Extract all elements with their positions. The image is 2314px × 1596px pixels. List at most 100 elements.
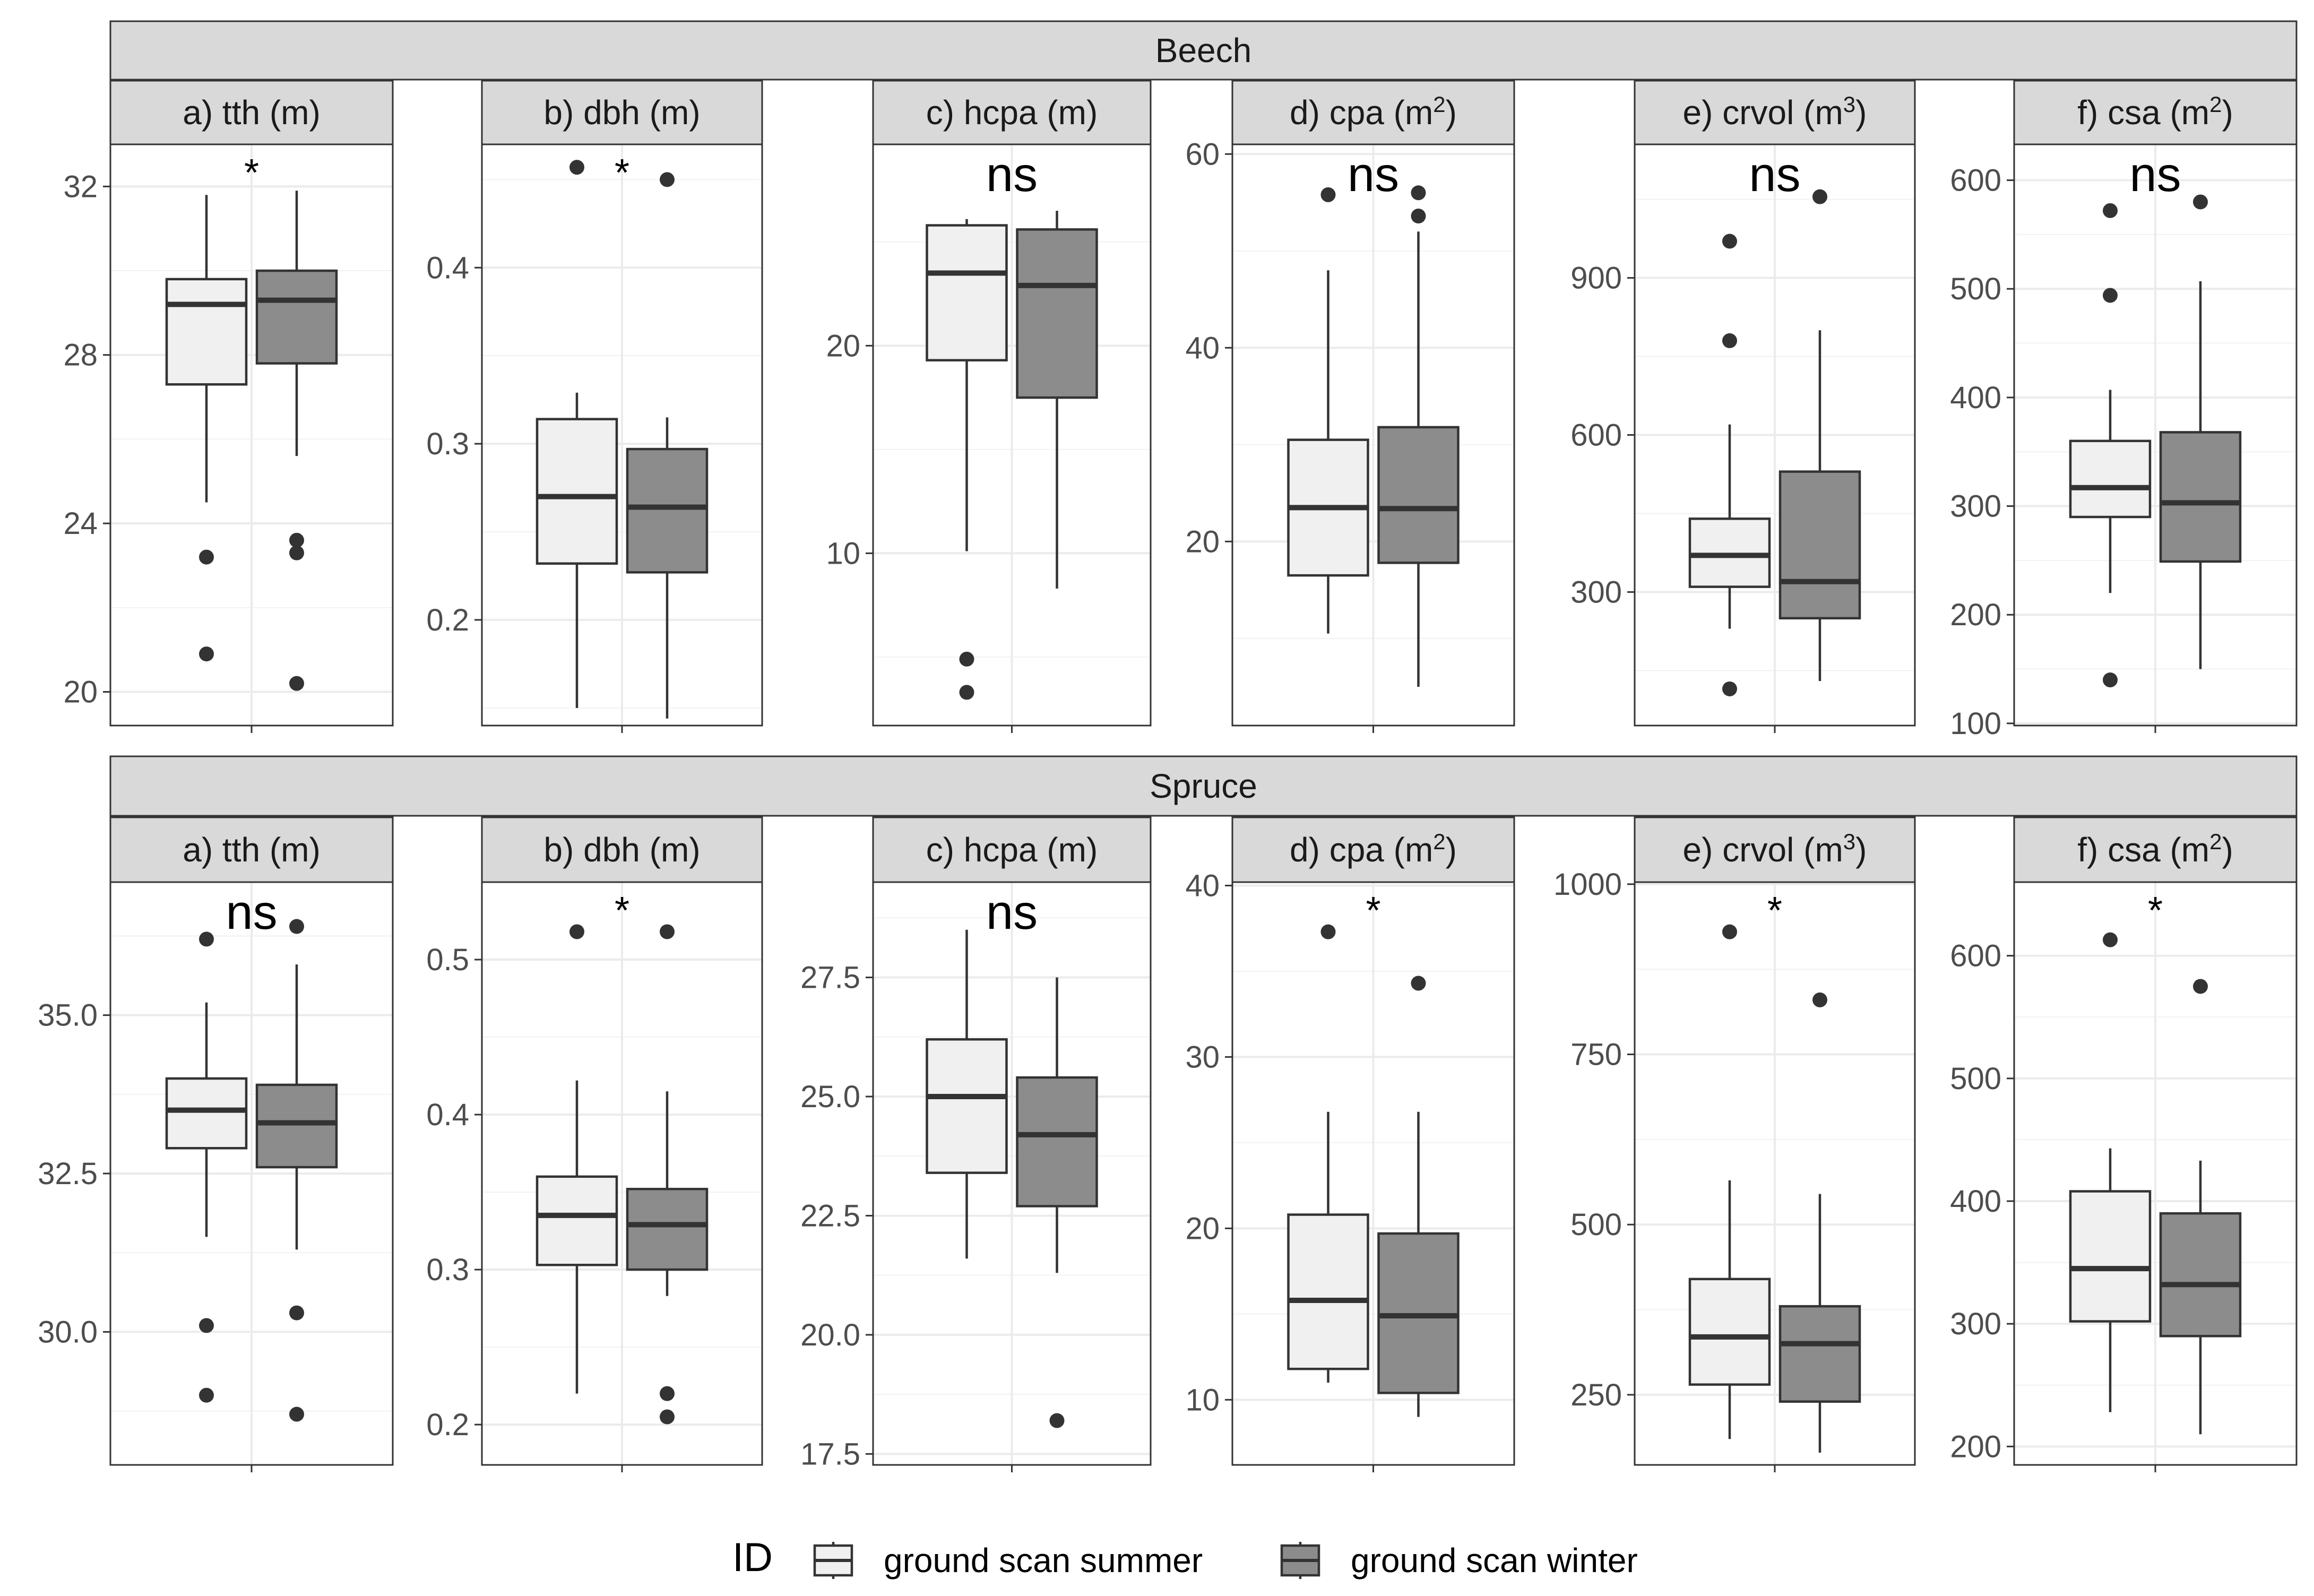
box-winter: [1377, 976, 1460, 1417]
outlier-point: [289, 919, 304, 934]
box-iqr: [1688, 1278, 1771, 1386]
facet-strip-label: a) tth (m): [183, 93, 321, 132]
y-tick-label: 0.4: [426, 251, 469, 285]
outlier-point: [959, 685, 974, 700]
panel-1-2: c) hcpa (m) 17.5 20.0 22.5 25.0 27.5 ns: [800, 816, 1152, 1472]
box-iqr: [2069, 439, 2152, 519]
facet-strip-label: c) hcpa (m): [926, 831, 1098, 869]
outlier-point: [660, 924, 675, 939]
outlier-point: [569, 160, 584, 175]
box-iqr: [536, 418, 618, 565]
box-iqr: [255, 1083, 338, 1169]
panel-border: [2013, 143, 2298, 727]
outlier-point: [660, 172, 675, 187]
panel-border: [481, 143, 763, 727]
y-tick-label: 400: [1950, 381, 2001, 415]
y-tick-label: 600: [1950, 163, 2001, 198]
y-tick-label: 300: [1950, 1307, 2001, 1341]
outlier-point: [199, 931, 214, 947]
facet-strip-label: b) dbh (m): [543, 831, 700, 869]
y-tick-label: 0.3: [426, 427, 469, 461]
facet-strip: [481, 80, 763, 145]
outlier-point: [289, 1407, 304, 1422]
y-tick-label: 0.3: [426, 1253, 469, 1287]
outlier-point: [2103, 288, 2118, 303]
y-tick-label: 10: [1185, 1383, 1220, 1417]
y-tick-label: 200: [1950, 1429, 2001, 1464]
y-tick-label: 10: [826, 536, 860, 571]
box-summer: [1287, 924, 1369, 1383]
outlier-point: [660, 1386, 675, 1401]
panel-1-0: a) tth (m) 30.0 32.5 35.0 ns: [38, 816, 394, 1472]
y-tick-label: 22.5: [800, 1198, 860, 1233]
box-iqr: [165, 1077, 248, 1150]
facet-row-beech: Beech a) tth (m) 20 24 28 32 * b) dbh (m) 0.2 0.3…: [63, 20, 2298, 741]
y-tick-label: 600: [1570, 418, 1622, 453]
y-tick-label: 200: [1950, 598, 2001, 632]
panel-border: [1231, 143, 1515, 727]
box-iqr: [626, 447, 709, 574]
facet-strip: [1634, 816, 1916, 883]
significance-label: ns: [1348, 148, 1399, 202]
facet-strip-label: e) crvol (m3): [1683, 92, 1867, 132]
outlier-point: [660, 1409, 675, 1425]
outlier-point: [1411, 209, 1426, 224]
panel-border: [109, 143, 394, 727]
facet-strip-label: d) cpa (m2): [1290, 92, 1457, 132]
y-tick-label: 32.5: [38, 1157, 98, 1191]
outlier-point: [289, 676, 304, 691]
outlier-point: [199, 646, 214, 662]
legend-label-summer: ground scan summer: [884, 1541, 1203, 1580]
box-iqr: [2069, 1190, 2152, 1323]
species-strip: [109, 20, 2298, 81]
y-tick-label: 40: [1185, 868, 1220, 903]
panel-0-3: d) cpa (m2) 20 40 60 ns: [1185, 80, 1515, 733]
outlier-point: [2193, 194, 2208, 210]
significance-label: *: [2148, 890, 2163, 932]
significance-label: *: [1767, 890, 1782, 932]
box-iqr: [2159, 431, 2242, 563]
box-winter: [1016, 211, 1098, 589]
y-tick-label: 0.2: [426, 603, 469, 637]
outlier-point: [1320, 924, 1336, 939]
box-summer: [926, 219, 1008, 700]
box-summer: [1688, 924, 1771, 1439]
box-winter: [1778, 992, 1861, 1453]
panel-1-5: f) csa (m2) 200 300 400 500 600 *: [1950, 816, 2298, 1472]
box-winter: [1016, 977, 1098, 1428]
box-winter: [626, 172, 709, 719]
box-summer: [1688, 234, 1771, 696]
outlier-point: [2193, 979, 2208, 994]
significance-label: *: [615, 890, 629, 932]
significance-label: ns: [2129, 148, 2181, 202]
y-tick-label: 300: [1570, 575, 1622, 609]
y-tick-label: 25.0: [800, 1080, 860, 1114]
y-tick-label: 20: [1185, 524, 1220, 559]
significance-label: ns: [986, 148, 1038, 202]
y-tick-label: 35.0: [38, 998, 98, 1033]
panel-0-1: b) dbh (m) 0.2 0.3 0.4 *: [426, 80, 763, 733]
outlier-point: [2103, 672, 2118, 688]
y-tick-label: 24: [63, 506, 98, 541]
box-winter: [1377, 185, 1460, 687]
box-iqr: [1016, 228, 1098, 399]
panel-1-3: d) cpa (m2) 10 20 30 40 *: [1185, 816, 1515, 1472]
box-summer: [2069, 203, 2152, 688]
outlier-point: [1812, 992, 1827, 1007]
panel-border: [1634, 881, 1916, 1466]
box-summer: [926, 929, 1008, 1259]
panel-0-0: a) tth (m) 20 24 28 32 *: [63, 80, 394, 733]
y-tick-label: 32: [63, 169, 98, 204]
facet-strip: [2013, 80, 2298, 145]
y-tick-label: 60: [1185, 137, 1220, 171]
significance-label: *: [1366, 890, 1380, 932]
box-iqr: [1377, 426, 1460, 564]
facet-strip-label: d) cpa (m2): [1290, 829, 1457, 869]
box-summer: [165, 195, 248, 662]
box-iqr: [1778, 1305, 1861, 1403]
y-tick-label: 20.0: [800, 1318, 860, 1352]
y-tick-label: 300: [1950, 489, 2001, 524]
box-summer: [1287, 187, 1369, 634]
legend-label-winter: ground scan winter: [1351, 1541, 1638, 1580]
